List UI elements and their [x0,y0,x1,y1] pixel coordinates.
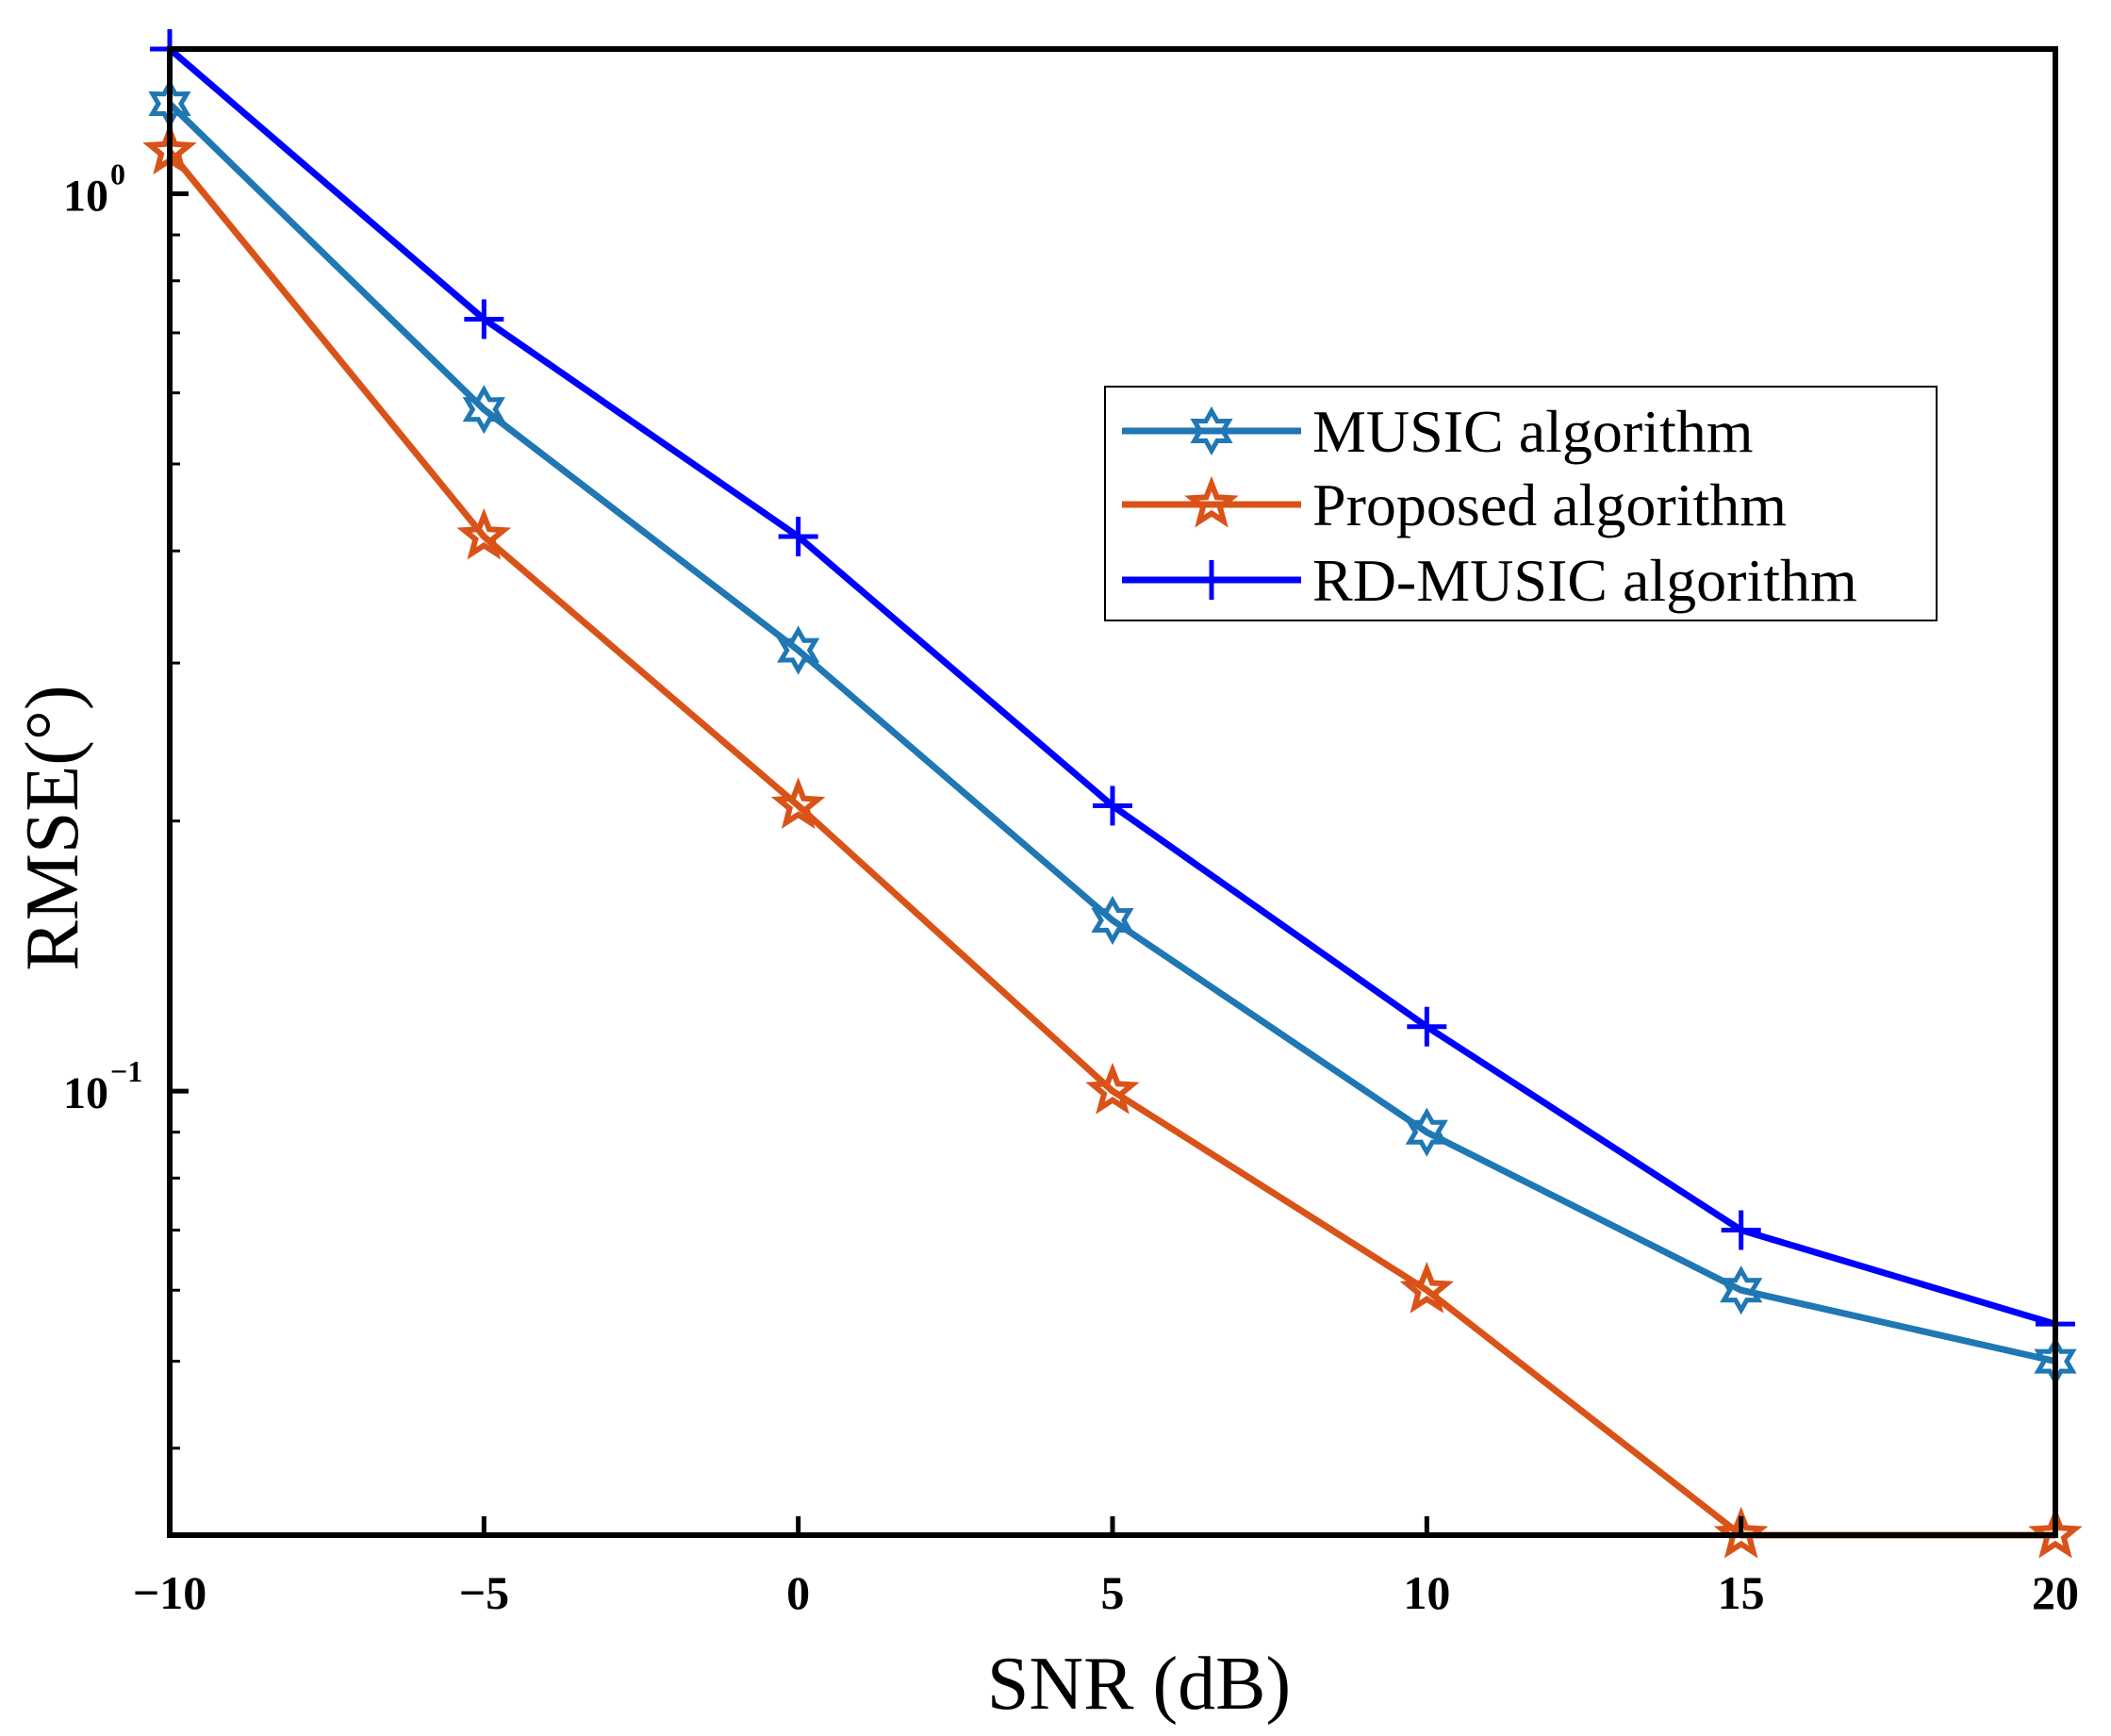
x-tick-label-4: 10 [1403,1566,1450,1619]
data-point-0-3 [1091,895,1134,946]
data-point-2-2 [778,517,818,557]
legend-entry-1: Proposed algorithm [1122,471,1787,538]
data-point-1-1 [456,507,512,560]
data-point-0-4 [1405,1107,1448,1157]
legend-marker-0 [1190,405,1233,456]
legend-label-1: Proposed algorithm [1312,471,1787,538]
data-point-1-4 [1399,1261,1455,1314]
data-point-1-5 [1713,1506,1769,1559]
x-tick-label-6: 20 [2032,1566,2079,1619]
data-point-1-6 [2028,1506,2083,1559]
legend-label-2: RD-MUSIC algorithm [1312,547,1857,614]
legend-entry-0: MUSIC algorithm [1122,398,1754,465]
x-tick-label-3: 5 [1101,1566,1125,1619]
data-point-0-2 [777,625,820,675]
data-point-1-3 [1085,1062,1140,1115]
series-line-0 [167,101,2056,1365]
series-0 [148,78,2077,1386]
y-tick-exp-1: −1 [110,1054,142,1088]
legend-label-0: MUSIC algorithm [1312,398,1754,465]
y-tick-exp-0: 0 [110,157,125,191]
y-tick-label-1: 10 [63,1068,108,1118]
y-axis-label: RMSE(°) [11,685,94,970]
data-point-2-5 [1721,1210,1761,1250]
x-tick-label-0: −10 [133,1566,207,1619]
data-point-1-2 [770,777,826,829]
x-tick-label-2: 0 [786,1566,810,1619]
legend-marker-1 [1184,475,1239,528]
data-point-0-5 [1720,1265,1763,1315]
x-tick-label-5: 15 [1718,1566,1765,1619]
legend-entry-2: RD-MUSIC algorithm [1122,547,1857,614]
data-point-0-1 [462,385,505,435]
data-point-2-1 [464,299,504,339]
x-tick-label-1: −5 [459,1566,510,1619]
data-point-2-4 [1407,1006,1447,1047]
legend-marker-2 [1192,560,1231,600]
y-tick-label-0: 10 [63,172,108,222]
x-axis-label: SNR (dB) [987,1643,1291,1726]
data-point-2-3 [1093,785,1132,826]
